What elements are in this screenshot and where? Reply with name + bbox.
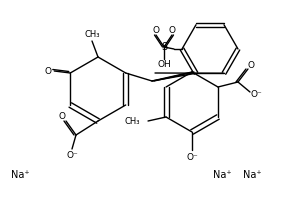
Text: S: S: [161, 42, 167, 52]
Text: Na⁺: Na⁺: [243, 170, 261, 180]
Text: O: O: [58, 112, 65, 121]
Text: CH₃: CH₃: [84, 30, 100, 38]
Text: O⁻: O⁻: [250, 89, 262, 98]
Text: Na⁺: Na⁺: [11, 170, 29, 180]
Text: Na⁺: Na⁺: [213, 170, 231, 180]
Text: O⁻: O⁻: [186, 152, 198, 162]
Text: OH: OH: [157, 59, 171, 69]
Text: O: O: [169, 25, 176, 34]
Text: O: O: [45, 67, 52, 75]
Text: O⁻: O⁻: [66, 151, 78, 160]
Text: O: O: [248, 60, 254, 70]
Text: CH₃: CH₃: [124, 116, 140, 125]
Text: O: O: [152, 25, 160, 34]
